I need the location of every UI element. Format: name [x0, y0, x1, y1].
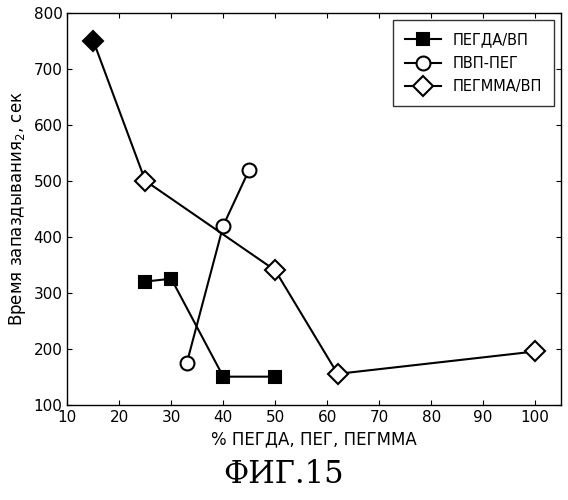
X-axis label: % ПЕГДА, ПЕГ, ПЕГММА: % ПЕГДА, ПЕГ, ПЕГММА	[211, 430, 417, 448]
Y-axis label: Время запаздывания$_2$, сек: Время запаздывания$_2$, сек	[7, 92, 28, 326]
Text: ФИГ.15: ФИГ.15	[224, 459, 344, 490]
Legend: ПЕГДА/ВП, ПВП-ПЕГ, ПЕГММА/ВП: ПЕГДА/ВП, ПВП-ПЕГ, ПЕГММА/ВП	[393, 20, 554, 106]
